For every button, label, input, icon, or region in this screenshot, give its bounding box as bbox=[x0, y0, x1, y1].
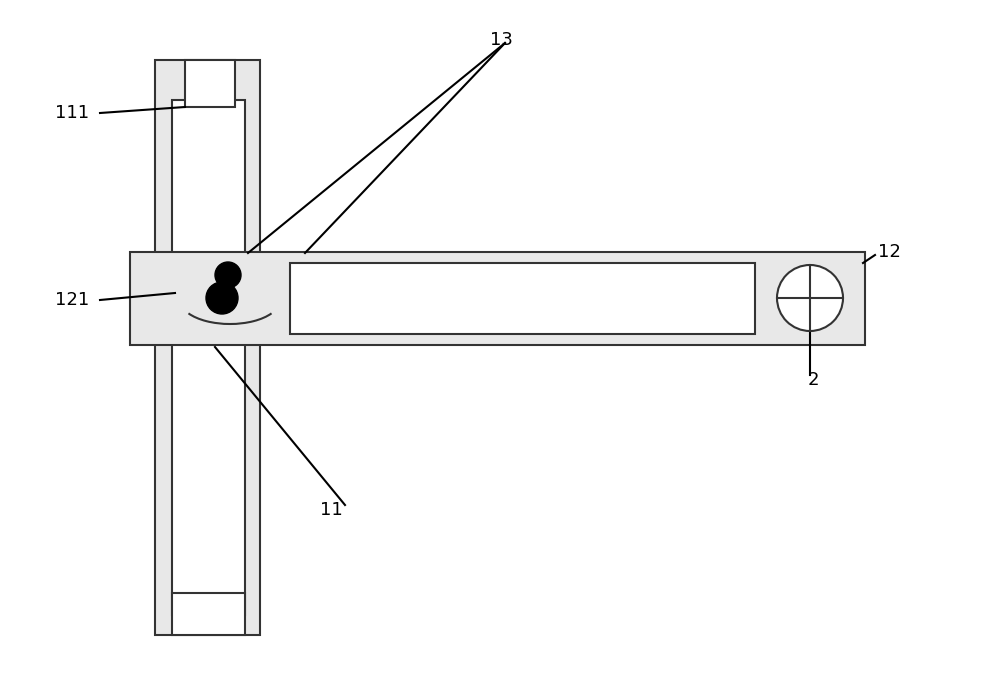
Text: 12: 12 bbox=[878, 243, 901, 261]
Ellipse shape bbox=[215, 262, 241, 288]
Bar bbox=[185, 60, 235, 107]
Text: 2: 2 bbox=[808, 371, 820, 389]
Text: 111: 111 bbox=[55, 104, 89, 122]
Ellipse shape bbox=[777, 265, 843, 331]
Text: 121: 121 bbox=[55, 291, 89, 309]
Bar bbox=[155, 60, 260, 635]
Text: 11: 11 bbox=[320, 501, 343, 519]
Text: 13: 13 bbox=[490, 31, 513, 49]
Bar bbox=[130, 252, 865, 345]
Ellipse shape bbox=[206, 282, 238, 314]
Bar bbox=[290, 263, 755, 334]
Bar bbox=[172, 593, 245, 635]
Bar bbox=[172, 100, 245, 615]
